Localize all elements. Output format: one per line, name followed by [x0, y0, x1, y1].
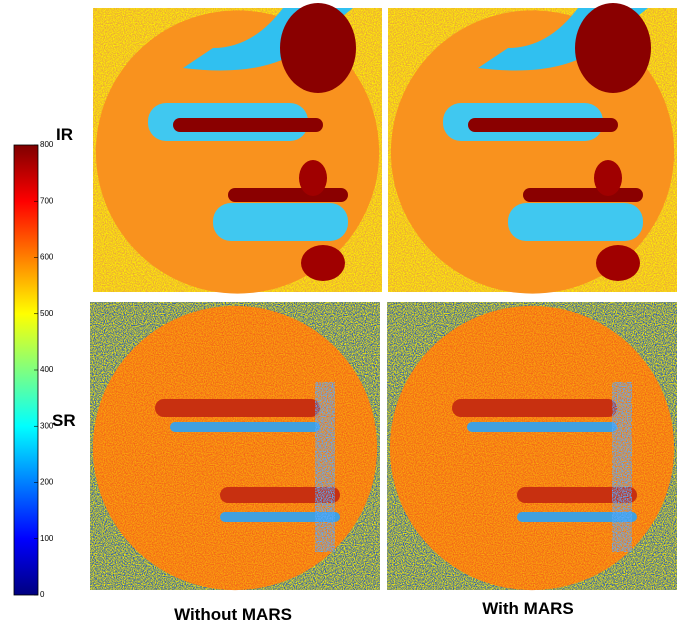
artifact — [315, 382, 335, 552]
tick-label: 800 — [40, 140, 54, 149]
tick-label: 100 — [40, 534, 54, 543]
artifact — [612, 382, 632, 552]
tick-label: 400 — [40, 365, 54, 374]
implant — [594, 160, 622, 196]
implant — [301, 245, 345, 281]
row-label: SR — [52, 411, 76, 430]
implant — [468, 118, 618, 132]
implant — [596, 245, 640, 281]
column-label: Without MARS — [174, 605, 292, 624]
tick-label: 600 — [40, 253, 54, 262]
implant — [452, 399, 617, 417]
implant — [170, 422, 320, 432]
implant — [155, 399, 320, 417]
row-label: IR — [56, 125, 73, 144]
image-panels — [90, 3, 677, 590]
figure: 0100200300400500600700800 IR SR Without … — [0, 0, 679, 626]
implant — [299, 160, 327, 196]
tick-label: 0 — [40, 590, 45, 599]
column-label: With MARS — [482, 599, 573, 618]
implant — [173, 118, 323, 132]
tick-label: 500 — [40, 309, 54, 318]
implant — [523, 188, 643, 202]
implant — [213, 203, 348, 241]
artifact — [575, 3, 651, 93]
implant — [508, 203, 643, 241]
implant — [228, 188, 348, 202]
tick-label: 200 — [40, 478, 54, 487]
implant — [467, 422, 617, 432]
tick-label: 700 — [40, 196, 54, 205]
artifact — [280, 3, 356, 93]
